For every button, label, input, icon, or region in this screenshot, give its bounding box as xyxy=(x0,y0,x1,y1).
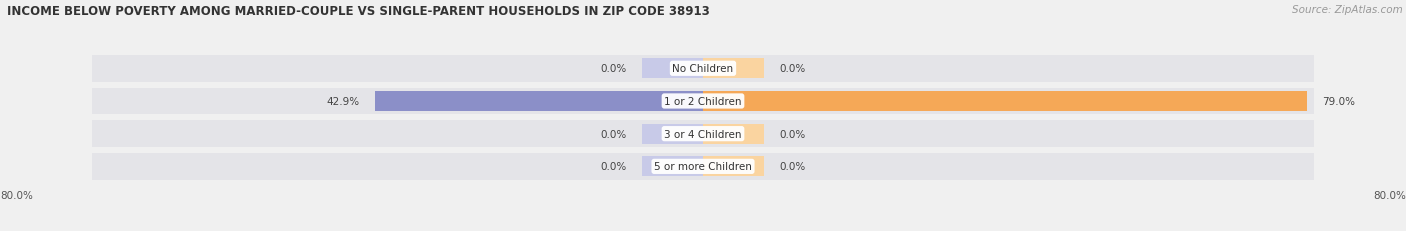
Text: No Children: No Children xyxy=(672,64,734,74)
Text: 0.0%: 0.0% xyxy=(600,129,627,139)
Bar xyxy=(91,56,1315,82)
Bar xyxy=(643,91,703,112)
Bar xyxy=(643,124,703,144)
Text: 0.0%: 0.0% xyxy=(600,64,627,74)
Text: Source: ZipAtlas.com: Source: ZipAtlas.com xyxy=(1292,5,1403,15)
Text: 1 or 2 Children: 1 or 2 Children xyxy=(664,97,742,106)
Bar xyxy=(703,91,763,112)
Bar xyxy=(703,91,1306,112)
Text: 3 or 4 Children: 3 or 4 Children xyxy=(664,129,742,139)
Bar xyxy=(643,157,703,177)
Bar xyxy=(91,88,1315,115)
Bar xyxy=(91,121,1315,147)
Bar xyxy=(703,59,763,79)
Text: 80.0%: 80.0% xyxy=(0,190,32,200)
Text: 5 or more Children: 5 or more Children xyxy=(654,162,752,172)
Bar xyxy=(643,59,703,79)
Bar xyxy=(703,157,763,177)
Text: INCOME BELOW POVERTY AMONG MARRIED-COUPLE VS SINGLE-PARENT HOUSEHOLDS IN ZIP COD: INCOME BELOW POVERTY AMONG MARRIED-COUPL… xyxy=(7,5,710,18)
Text: 80.0%: 80.0% xyxy=(1374,190,1406,200)
Bar xyxy=(375,91,703,112)
Text: 0.0%: 0.0% xyxy=(779,64,806,74)
Text: 0.0%: 0.0% xyxy=(779,129,806,139)
Bar xyxy=(703,124,763,144)
Text: 0.0%: 0.0% xyxy=(779,162,806,172)
Bar xyxy=(91,153,1315,180)
Text: 0.0%: 0.0% xyxy=(600,162,627,172)
Text: 79.0%: 79.0% xyxy=(1322,97,1355,106)
Text: 42.9%: 42.9% xyxy=(326,97,360,106)
